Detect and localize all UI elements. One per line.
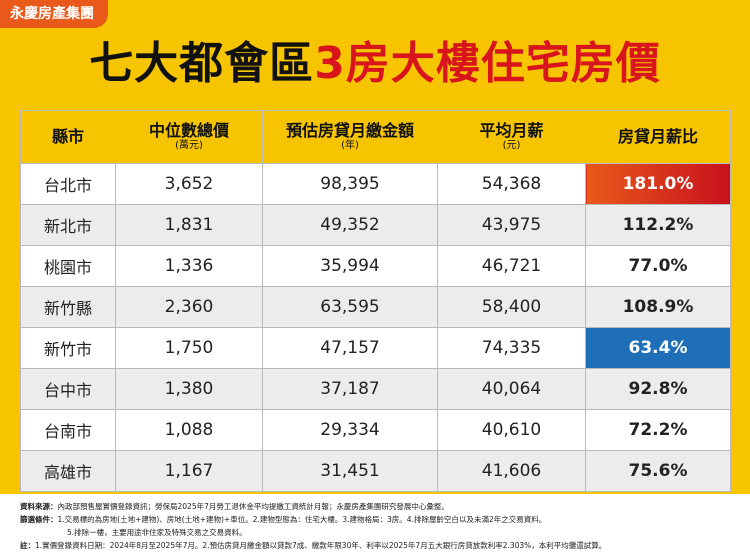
table-row: 新竹市 1,750 47,157 74,335 63.4% (20, 327, 731, 369)
table-row: 新北市 1,831 49,352 43,975 112.2% (20, 204, 731, 246)
note-text: 內政部預售屋實價登錄資訊；勞保局2025年7月勞工退休金平均提繳工資統計月報；永… (57, 502, 449, 511)
table-row: 新竹縣 2,360 63,595 58,400 108.9% (20, 286, 731, 328)
table-cell: 98,395 (262, 163, 438, 205)
table-cell: 74,335 (437, 327, 586, 369)
header-cell: 縣市 (20, 110, 116, 164)
table-cell: 1,750 (115, 327, 263, 369)
table-cell: 108.9% (585, 286, 731, 328)
header-label: 中位數總價 (148, 121, 229, 140)
table-cell: 2,360 (115, 286, 263, 328)
table-row: 台中市 1,380 37,187 40,064 92.8% (20, 368, 731, 410)
note: 註：1.實價登錄資料日期：2024年8月至2025年7月。2.預估房貸月繳金額以… (20, 539, 750, 552)
table-cell: 75.6% (585, 450, 731, 492)
header-label: 預估房貸月繳金額 (285, 121, 414, 140)
note-text: 5.排除一樓，主要用途非住家及特殊交易之交易資料。 (67, 528, 247, 537)
table-body: 台北市 3,652 98,395 54,368 181.0% 新北市 1,831 49,352… (20, 163, 731, 492)
table-cell: 1,167 (115, 450, 263, 492)
table-cell: 72.2% (585, 409, 731, 451)
note-label: 篩選條件： (20, 515, 58, 524)
table-cell: 58,400 (437, 286, 586, 328)
table-cell: 92.8% (585, 368, 731, 410)
table-cell: 63.4% (585, 327, 731, 369)
table-cell: 桃園市 (20, 245, 116, 287)
table-cell: 112.2% (585, 204, 731, 246)
table-cell: 46,721 (437, 245, 586, 287)
header-row: 縣市 中位數總價 (萬元) 預估房貸月繳金額 (年) 平均月薪 (元) 房貸月薪比 (20, 110, 731, 164)
table-cell: 77.0% (585, 245, 731, 287)
header-unit: (元) (502, 140, 521, 151)
table-cell: 1,088 (115, 409, 263, 451)
table-cell: 37,187 (262, 368, 438, 410)
table-cell: 41,606 (437, 450, 586, 492)
header-label: 縣市 (51, 127, 84, 146)
price-table: 縣市 中位數總價 (萬元) 預估房貸月繳金額 (年) 平均月薪 (元) 房貸月薪比 台北市 3,… (20, 110, 731, 492)
header-label: 房貸月薪比 (617, 127, 698, 146)
table-cell: 新北市 (20, 204, 116, 246)
table-cell: 49,352 (262, 204, 438, 246)
header-label: 平均月薪 (479, 121, 544, 140)
note-text: 1.實價登錄資料日期：2024年8月至2025年7月。2.預估房貸月繳金額以貸款… (35, 541, 607, 550)
title-part: 3房大樓住宅房價 (314, 38, 661, 89)
table-row: 高雄市 1,167 31,451 41,606 75.6% (20, 450, 731, 492)
table-cell: 29,334 (262, 409, 438, 451)
header-cell: 平均月薪 (元) (437, 110, 586, 164)
table-row: 桃園市 1,336 35,994 46,721 77.0% (20, 245, 731, 287)
note: 資料來源：內政部預售屋實價登錄資訊；勞保局2025年7月勞工退休金平均提繳工資統… (20, 500, 750, 513)
table-cell: 3,652 (115, 163, 263, 205)
table-cell: 新竹市 (20, 327, 116, 369)
note: 5.排除一樓，主要用途非住家及特殊交易之交易資料。 (20, 526, 750, 539)
table-cell: 63,595 (262, 286, 438, 328)
header-unit: (年) (341, 140, 359, 151)
notes: 資料來源：內政部預售屋實價登錄資訊；勞保局2025年7月勞工退休金平均提繳工資統… (0, 494, 750, 557)
note-label: 註： (20, 541, 35, 550)
note: 篩選條件：1.交易標的為房地(土地+建物)、房地(土地+建物)+車位。2.建物型… (20, 513, 750, 526)
table-cell: 台中市 (20, 368, 116, 410)
table-cell: 31,451 (262, 450, 438, 492)
table-row: 台南市 1,088 29,334 40,610 72.2% (20, 409, 731, 451)
table-cell: 43,975 (437, 204, 586, 246)
table-cell: 新竹縣 (20, 286, 116, 328)
note-text: 1.交易標的為房地(土地+建物)、房地(土地+建物)+車位。2.建物型態為：住宅… (57, 515, 547, 524)
header-cell: 中位數總價 (萬元) (115, 110, 263, 164)
note-label: 資料來源： (20, 502, 58, 511)
table-cell: 47,157 (262, 327, 438, 369)
table-cell: 35,994 (262, 245, 438, 287)
table-cell: 高雄市 (20, 450, 116, 492)
header-cell: 房貸月薪比 (585, 110, 731, 164)
table-cell: 1,380 (115, 368, 263, 410)
table-cell: 台南市 (20, 409, 116, 451)
table-cell: 54,368 (437, 163, 586, 205)
header-cell: 預估房貸月繳金額 (年) (262, 110, 438, 164)
table-cell: 40,064 (437, 368, 586, 410)
title: 七大都會區3房大樓住宅房價 (0, 34, 750, 94)
table-cell: 40,610 (437, 409, 586, 451)
logo: 永慶房產集團 (0, 0, 108, 28)
title-part: 七大都會區 (89, 38, 315, 89)
table-cell: 1,831 (115, 204, 263, 246)
table-cell: 1,336 (115, 245, 263, 287)
header-unit: (萬元) (175, 140, 203, 151)
table-cell: 台北市 (20, 163, 116, 205)
table-cell: 181.0% (585, 163, 731, 205)
table-row: 台北市 3,652 98,395 54,368 181.0% (20, 163, 731, 205)
